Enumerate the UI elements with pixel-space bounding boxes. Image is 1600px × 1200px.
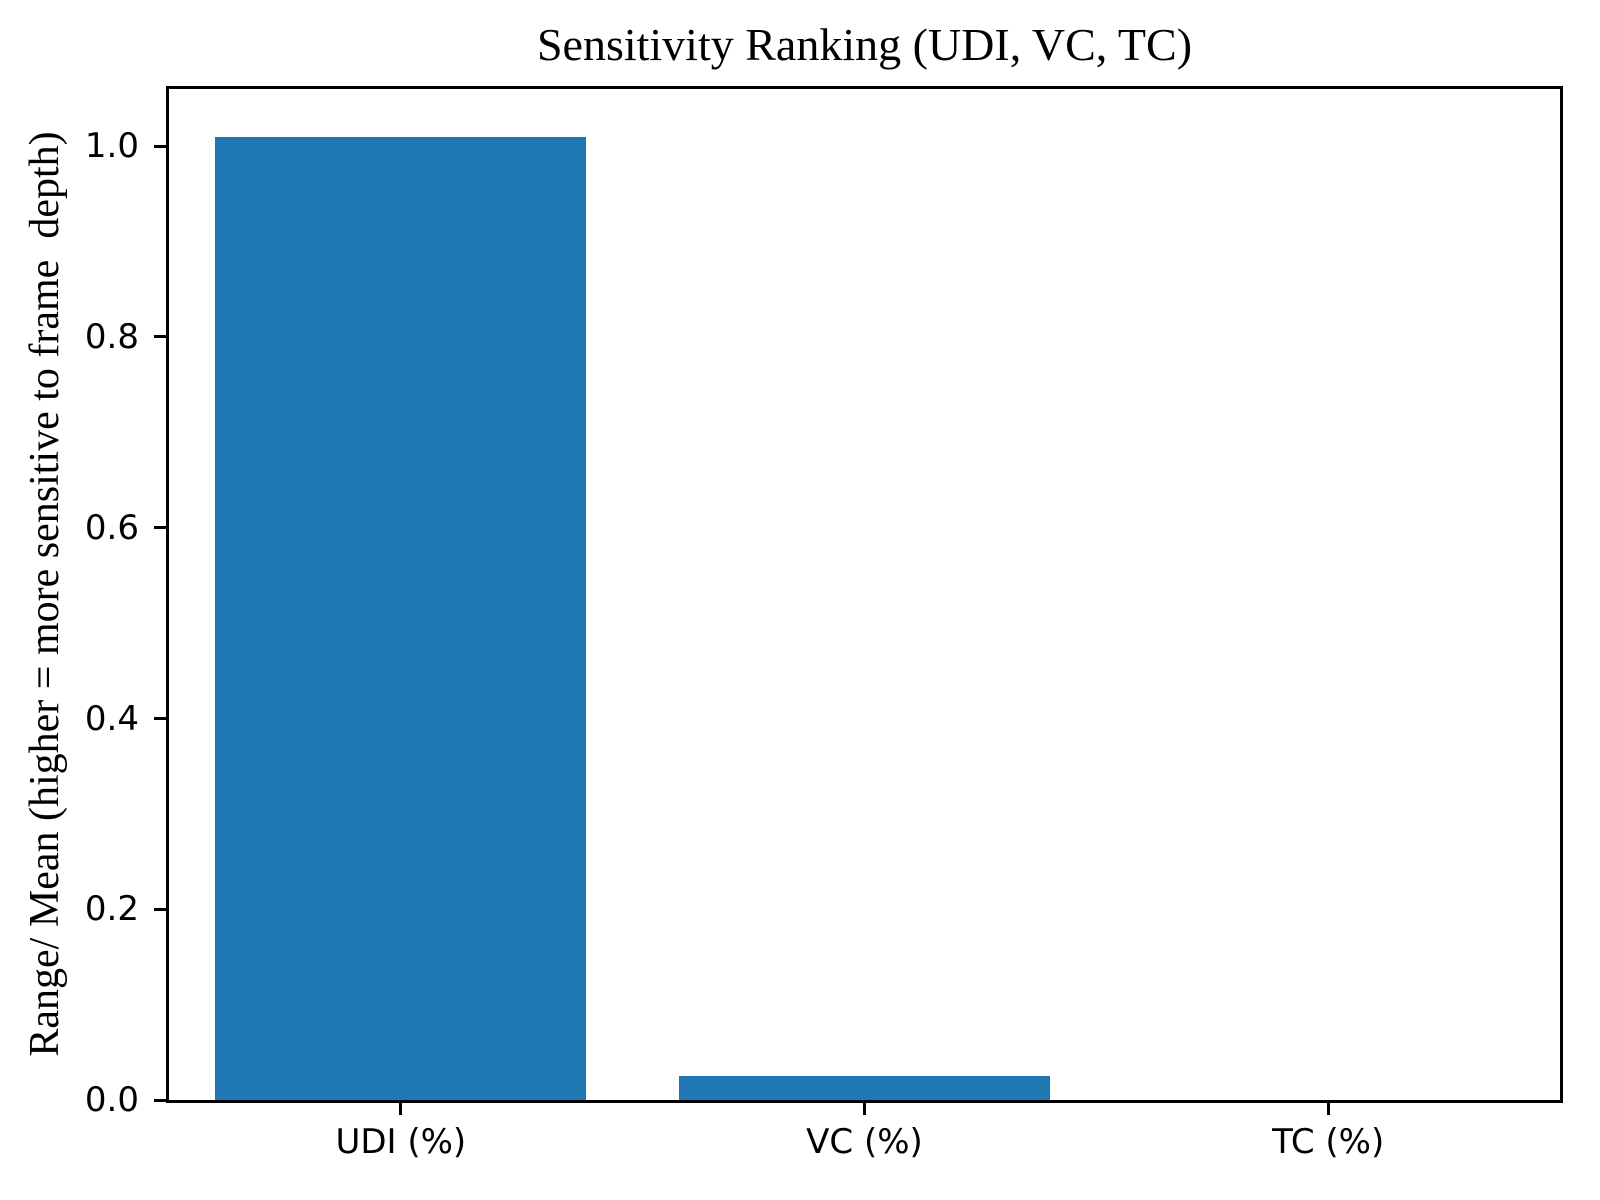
y-tick-label: 1.0: [84, 126, 139, 167]
x-tick-mark: [399, 1103, 403, 1115]
chart-title: Sensitivity Ranking (UDI, VC, TC): [536, 19, 1193, 70]
x-tick-label: TC (%): [1272, 1122, 1385, 1162]
y-tick-label: 0.8: [84, 316, 139, 357]
y-tick-mark: [154, 907, 166, 911]
x-tick-label: VC (%): [806, 1122, 923, 1162]
x-tick-label: UDI (%): [335, 1122, 467, 1162]
axes: 0.0 0.2 0.4 0.6 0.8 1.0 UDI (%) VC (%) TC (%): [85, 86, 1563, 1162]
y-tick-mark: [154, 335, 166, 339]
y-tick-mark: [154, 1098, 166, 1102]
y-tick-mark: [154, 717, 166, 720]
y-tick-mark: [154, 526, 166, 530]
y-tick-label: 0.0: [84, 1080, 139, 1120]
y-tick-label: 0.6: [84, 507, 139, 548]
y-tick-label: 0.4: [84, 698, 139, 739]
x-tick-mark: [1326, 1103, 1330, 1115]
bar-vc: [679, 1076, 1050, 1100]
bar-udi: [215, 136, 587, 1100]
x-tick-mark: [863, 1103, 866, 1115]
y-tick-label: 0.2: [84, 889, 139, 930]
y-tick-mark: [154, 144, 166, 148]
